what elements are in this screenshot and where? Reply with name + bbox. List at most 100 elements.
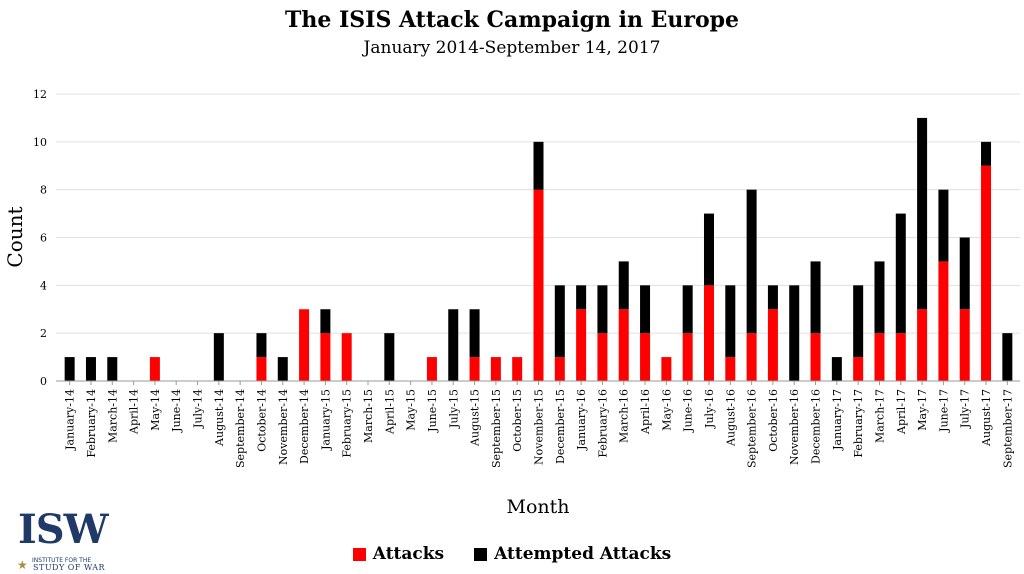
x-tick-label: January-15 (319, 389, 332, 451)
bar-attempted-attacks (831, 357, 842, 381)
y-tick-label: 0 (40, 375, 47, 388)
bar-attacks (640, 333, 651, 381)
bar-attacks (725, 357, 736, 381)
bar-attacks (618, 309, 629, 381)
chart-subtitle: January 2014-September 14, 2017 (363, 38, 661, 58)
bar-attempted-attacks (64, 357, 75, 381)
x-tick-label: July-17 (959, 389, 972, 429)
x-tick-label: November-14 (277, 389, 290, 465)
bar-attempted-attacks (703, 213, 714, 286)
bar-attempted-attacks (597, 285, 608, 334)
x-tick-label: August-15 (469, 389, 482, 447)
bar-attacks (959, 309, 970, 381)
bar-attempted-attacks (384, 333, 395, 381)
bars (64, 117, 1013, 381)
x-tick-label: December-14 (298, 389, 311, 464)
x-tick-label: June-15 (426, 389, 439, 433)
x-tick-label: July-15 (447, 389, 460, 429)
x-tick-label: November-15 (533, 389, 546, 465)
x-tick-label: July-16 (703, 389, 716, 429)
bar-attempted-attacks (469, 309, 480, 358)
legend-swatch-attacks (352, 547, 366, 561)
x-tick-label: November-16 (788, 389, 801, 465)
x-tick-label: March-14 (106, 389, 119, 443)
bar-attempted-attacks (85, 357, 96, 381)
bar-attacks (490, 357, 501, 381)
bar-attempted-attacks (554, 285, 565, 358)
bar-attacks (767, 309, 778, 381)
x-axis-ticks: January-14 February-14 March-14 April-14 May… (64, 381, 1014, 468)
bar-attempted-attacks (618, 261, 629, 310)
bar-attempted-attacks (767, 285, 778, 310)
x-tick-label: April-15 (383, 389, 396, 435)
star-icon: ★ (17, 558, 28, 572)
x-tick-label: September-15 (490, 389, 503, 468)
x-tick-label: January-16 (575, 389, 588, 451)
y-tick-label: 12 (33, 88, 47, 101)
x-tick-label: June-16 (682, 389, 695, 433)
x-tick-label: May-16 (660, 389, 673, 431)
isw-logo: ISW ★ INSTITUTE FOR THE STUDY OF WAR (14, 506, 129, 572)
x-tick-label: March-16 (618, 389, 631, 443)
logo-letters: ISW (18, 506, 109, 553)
bar-attacks (554, 357, 565, 381)
bar-attacks (576, 309, 587, 381)
x-tick-label: December-16 (810, 389, 823, 464)
x-tick-label: September-14 (234, 389, 247, 468)
x-tick-label: February-17 (852, 389, 865, 458)
bar-attacks (981, 165, 992, 381)
x-tick-label: January-14 (64, 389, 77, 451)
x-tick-label: May-17 (916, 389, 929, 431)
y-tick-label: 6 (40, 232, 47, 245)
x-tick-label: June-14 (170, 389, 183, 433)
bar-attacks (874, 333, 885, 381)
bar-attempted-attacks (746, 189, 757, 334)
bar-attempted-attacks (810, 261, 821, 334)
bar-attempted-attacks (981, 141, 992, 166)
bar-attempted-attacks (576, 285, 587, 310)
y-tick-label: 8 (40, 184, 47, 197)
x-tick-label: August-17 (980, 389, 993, 447)
x-tick-label: May-14 (149, 389, 162, 431)
bar-attacks (320, 333, 331, 381)
legend-label-attempted: Attempted Attacks (494, 544, 672, 564)
x-tick-label: September-16 (746, 389, 759, 468)
y-tick-label: 4 (40, 279, 47, 292)
bar-attacks (853, 357, 864, 381)
logo-line-2: STUDY OF WAR (33, 563, 106, 572)
y-axis-label: Count (3, 206, 27, 267)
y-tick-label: 2 (40, 327, 47, 340)
bar-attacks (512, 357, 523, 381)
x-tick-label: March-17 (873, 389, 886, 443)
bar-attacks (299, 309, 310, 381)
x-tick-label: February-15 (341, 389, 354, 458)
x-tick-label: September-17 (1001, 389, 1014, 468)
bar-attacks (917, 309, 928, 381)
x-tick-label: December-15 (554, 389, 567, 464)
bar-attacks (703, 285, 714, 381)
bar-attempted-attacks (938, 189, 949, 262)
x-axis-label: Month (506, 496, 569, 518)
bar-attacks (682, 333, 693, 381)
bar-attempted-attacks (682, 285, 693, 334)
bar-attempted-attacks (959, 237, 970, 310)
bar-attacks (533, 189, 544, 381)
bar-attacks (597, 333, 608, 381)
x-tick-label: February-16 (596, 389, 609, 458)
x-tick-label: April-17 (895, 389, 908, 435)
bar-attacks (895, 333, 906, 381)
bar-attempted-attacks (789, 285, 800, 381)
x-tick-label: May-15 (405, 389, 418, 431)
chart-title: The ISIS Attack Campaign in Europe (284, 7, 740, 33)
x-tick-label: August-14 (213, 389, 226, 447)
bar-attacks (256, 357, 267, 381)
x-tick-label: April-16 (639, 389, 652, 435)
legend-item-attacks: Attacks (352, 544, 445, 564)
legend-label-attacks: Attacks (372, 544, 445, 564)
bar-attacks (938, 261, 949, 381)
x-tick-label: January-17 (831, 389, 844, 451)
bar-attacks (810, 333, 821, 381)
x-tick-label: October-16 (767, 389, 780, 452)
x-tick-label: April-14 (128, 389, 141, 435)
